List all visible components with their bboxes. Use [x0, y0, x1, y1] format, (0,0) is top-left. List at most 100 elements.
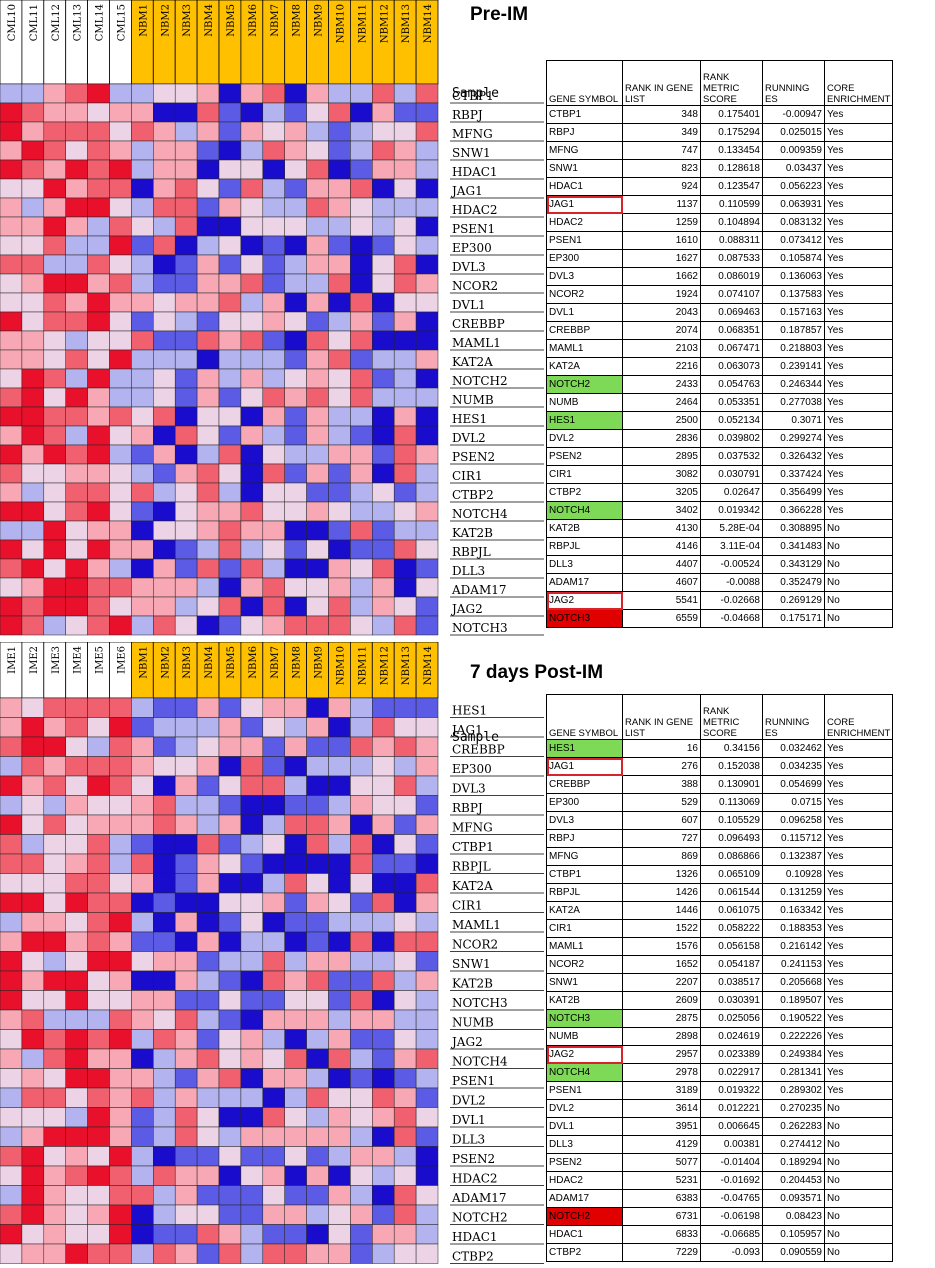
heat-cell: [393, 795, 417, 816]
heat-cell: [196, 463, 220, 484]
heat-cell: [328, 330, 351, 351]
heat-cell: [174, 216, 198, 237]
score-cell: 0.086866: [700, 847, 763, 866]
heat-cell: [43, 501, 66, 522]
row-label: HDAC2: [452, 203, 498, 217]
heat-cell: [153, 520, 176, 541]
heat-cell: [393, 159, 417, 180]
rank-cell: 1522: [622, 919, 701, 938]
table-row: ADAM17 4607 -0.0088 0.352479 No: [546, 573, 894, 592]
heat-cell: [372, 795, 395, 816]
heat-cell: [174, 853, 198, 874]
heatmap-svg: IME1 IME2 IME3 IME4 IME5 IME6 NBM1 NBM2 NBM3 NBM4…: [0, 642, 544, 1264]
heat-cell: [372, 235, 395, 256]
heat-cell: [87, 1146, 110, 1167]
column-label: IME2: [29, 646, 40, 674]
heat-cell: [240, 1126, 264, 1147]
heat-cell: [174, 1009, 198, 1030]
heat-cell: [372, 1204, 395, 1225]
heat-cell: [0, 834, 23, 855]
heat-cell: [43, 1146, 66, 1167]
heat-cell: [65, 1126, 88, 1147]
row-label: PSEN1: [452, 222, 495, 236]
table-row: RBPJ 727 0.096493 0.115712 Yes: [546, 829, 894, 848]
row-label: MAML1: [452, 336, 501, 350]
heat-cell: [240, 596, 264, 617]
row-label: KAT2A: [452, 879, 493, 893]
column-label: CML10: [7, 4, 18, 41]
heat-cell: [21, 892, 45, 913]
heat-cell: [328, 1009, 351, 1030]
heat-cell: [87, 717, 110, 738]
heat-cell: [350, 140, 373, 161]
table-row: NUMB 2898 0.024619 0.222226 Yes: [546, 1027, 894, 1046]
heat-cell: [218, 311, 242, 332]
heat-cell: [306, 834, 329, 855]
heat-cell: [284, 834, 307, 855]
heat-cell: [372, 178, 395, 199]
heat-cell: [350, 814, 373, 835]
heat-cell: [0, 873, 23, 894]
heat-cell: [262, 736, 285, 757]
heat-cell: [306, 216, 329, 237]
core-enrichment-cell: Yes: [823, 375, 894, 394]
heat-cell: [218, 235, 242, 256]
heat-cell: [196, 254, 220, 275]
heat-cell: [196, 756, 220, 777]
heat-cell: [415, 1029, 439, 1050]
heat-cell: [372, 990, 395, 1011]
heat-cell: [65, 1243, 88, 1264]
heat-cell: [284, 235, 307, 256]
row-label: SNW1: [452, 957, 491, 971]
heat-cell: [87, 387, 110, 408]
heat-cell: [240, 834, 264, 855]
core-enrichment-cell: Yes: [823, 231, 894, 250]
gene-symbol-cell: HDAC2: [546, 213, 623, 232]
heat-cell: [350, 1165, 373, 1186]
heat-cell: [328, 102, 351, 123]
heat-cell: [372, 1185, 395, 1206]
heat-cell: [328, 520, 351, 541]
gene-symbol-cell: PSEN2: [546, 1153, 623, 1172]
heat-cell: [306, 1243, 329, 1264]
heat-cell: [306, 577, 329, 598]
heat-cell: [174, 615, 198, 636]
heat-cell: [87, 1185, 110, 1206]
heat-cell: [196, 1048, 220, 1069]
heat-cell: [0, 482, 23, 503]
rank-cell: 823: [622, 159, 701, 178]
heat-cell: [43, 482, 66, 503]
heat-cell: [65, 697, 88, 718]
heat-cell: [306, 615, 329, 636]
rank-cell: 3614: [622, 1099, 701, 1118]
row-label: ADAM17: [451, 583, 507, 597]
heat-cell: [21, 292, 45, 313]
heat-cell: [0, 717, 23, 738]
heat-cell: [153, 140, 176, 161]
heat-cell: [306, 892, 329, 913]
heat-cell: [21, 539, 45, 560]
heat-cell: [393, 501, 417, 522]
heat-cell: [0, 951, 23, 972]
heat-cell: [262, 697, 285, 718]
column-label: CML13: [73, 4, 84, 41]
heat-cell: [415, 425, 439, 446]
score-cell: 0.024619: [700, 1027, 763, 1046]
heat-cell: [372, 311, 395, 332]
heat-cell: [65, 83, 88, 104]
heat-cell: [284, 717, 307, 738]
heat-cell: [415, 558, 439, 579]
rank-cell: 2875: [622, 1009, 701, 1028]
heat-cell: [131, 349, 154, 370]
heat-cell: [328, 814, 351, 835]
heat-cell: [153, 83, 176, 104]
rank-cell: 1446: [622, 901, 701, 920]
heat-cell: [240, 795, 264, 816]
heat-cell: [196, 1224, 220, 1245]
score-cell: 0.025056: [700, 1009, 763, 1028]
heat-cell: [415, 349, 439, 370]
heat-cell: [350, 1029, 373, 1050]
heat-cell: [218, 387, 242, 408]
heat-cell: [240, 615, 264, 636]
table-column-header: RUNNING ES: [762, 60, 825, 106]
